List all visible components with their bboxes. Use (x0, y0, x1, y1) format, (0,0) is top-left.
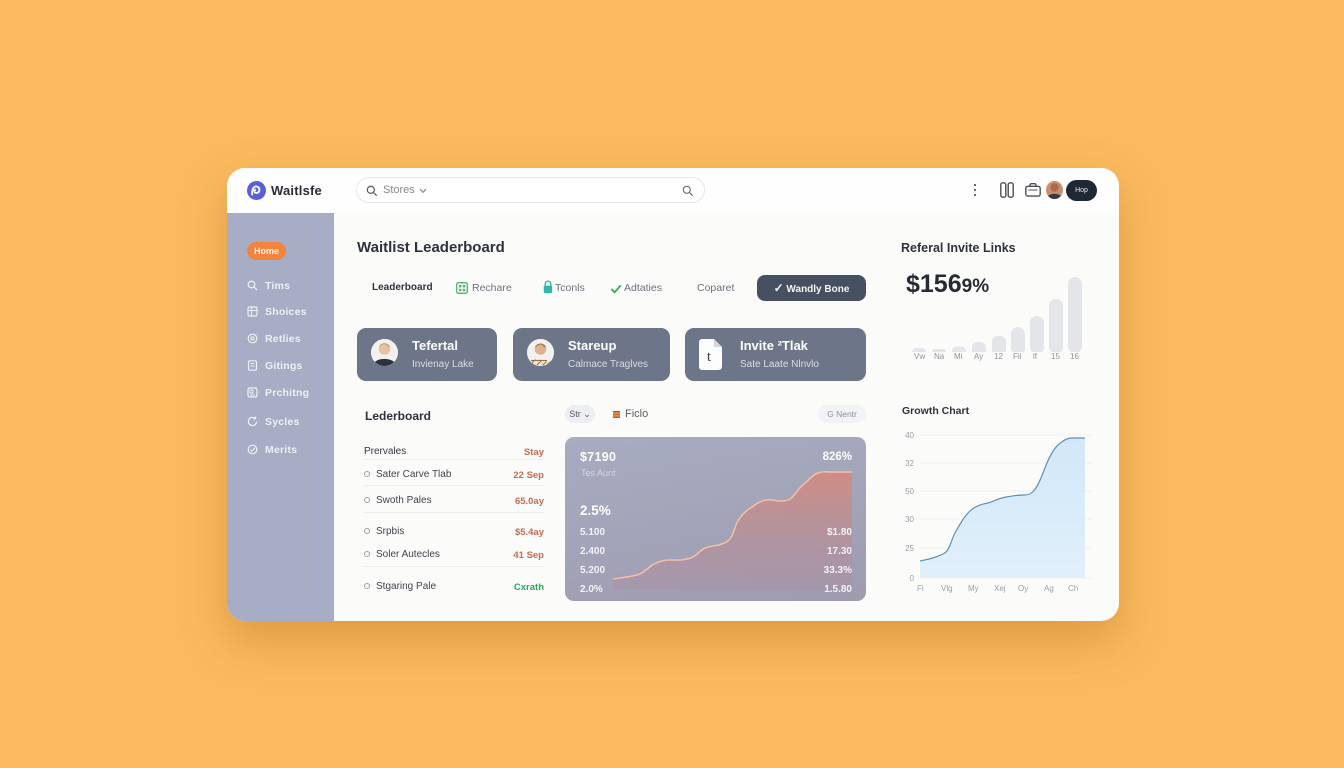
svg-text:t: t (707, 349, 712, 365)
svg-text:32: 32 (905, 459, 914, 468)
svg-text:My: My (968, 584, 979, 593)
svg-text:25: 25 (905, 544, 914, 553)
svg-text:Oy: Oy (1018, 584, 1028, 593)
svg-text:30: 30 (905, 515, 914, 524)
svg-text:Ag: Ag (1044, 584, 1054, 593)
svg-text:Vlg: Vlg (941, 584, 953, 593)
svg-text:40: 40 (905, 431, 914, 440)
svg-text:Fi: Fi (917, 584, 924, 593)
svg-text:Xej: Xej (994, 584, 1006, 593)
svg-text:Ch: Ch (1068, 584, 1078, 593)
svg-text:50: 50 (905, 487, 914, 496)
svg-text:0: 0 (910, 574, 915, 583)
